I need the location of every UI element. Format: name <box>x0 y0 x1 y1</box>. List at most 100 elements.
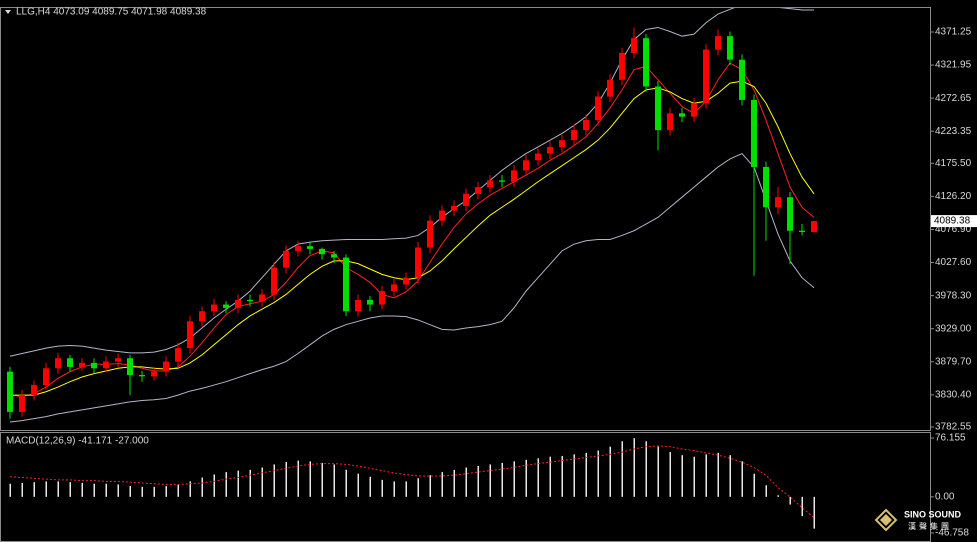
y-tick-label: 4126.20 <box>935 191 972 202</box>
chart-title: LLG,H4 4073.09 4089.75 4071.98 4089.38 <box>16 7 207 18</box>
macd-bar <box>777 495 779 497</box>
candle-body <box>283 250 289 268</box>
candle-body <box>619 52 625 80</box>
logo-icon-inner <box>880 514 892 526</box>
candle-body <box>343 257 349 312</box>
macd-bar <box>93 483 95 497</box>
candle-body <box>331 254 337 258</box>
y-tick-label: 4223.35 <box>935 126 972 137</box>
macd-bar <box>789 496 791 505</box>
macd-bar <box>765 485 767 497</box>
candle-body <box>91 362 97 369</box>
macd-title: MACD(12,26,9) -41.171 -27.000 <box>6 436 149 447</box>
candle-body <box>151 371 157 377</box>
main-plot <box>7 8 817 423</box>
macd-bar <box>297 460 299 497</box>
macd-bar <box>273 464 275 497</box>
macd-bar <box>549 456 551 497</box>
macd-bar <box>201 477 203 497</box>
candle-body <box>259 294 265 302</box>
macd-bar <box>813 496 815 529</box>
macd-bar <box>741 461 743 497</box>
y-tick-label: 3830.40 <box>935 389 972 400</box>
candle-body <box>403 277 409 285</box>
candle-body <box>535 153 541 161</box>
macd-bar <box>621 441 623 497</box>
macd-bar <box>45 481 47 497</box>
candle-body <box>715 36 721 50</box>
macd-bar <box>369 476 371 497</box>
watermark-subtitle: 漢聲集團 <box>908 521 952 531</box>
candle-body <box>175 348 181 362</box>
macd-bar <box>237 470 239 497</box>
macd-bar <box>393 481 395 497</box>
macd-bar <box>177 484 179 497</box>
macd-bar <box>525 459 527 497</box>
macd-bar <box>633 438 635 497</box>
indicator-line <box>9 152 815 423</box>
y-tick-label: 4027.60 <box>935 257 972 268</box>
candle-body <box>367 299 373 305</box>
candle-body <box>511 170 517 182</box>
candle-body <box>727 36 733 60</box>
macd-bar <box>501 462 503 497</box>
candle-body <box>391 284 397 292</box>
macd-bar <box>81 482 83 497</box>
macd-bar <box>153 486 155 497</box>
menu-arrow[interactable] <box>5 10 11 14</box>
macd-bar <box>405 481 407 497</box>
macd-bar <box>333 464 335 497</box>
y-tick-label: 3782.55 <box>935 422 972 433</box>
macd-bar <box>429 475 431 497</box>
candle-body <box>499 180 505 182</box>
macd-bar <box>189 481 191 497</box>
candle-body <box>463 193 469 206</box>
candle-body <box>31 385 37 396</box>
y-tick-label: 3929.00 <box>935 323 972 334</box>
candle-body <box>43 368 49 386</box>
macd-bar <box>717 452 719 497</box>
candle-body <box>427 220 433 248</box>
candle-body <box>439 210 445 221</box>
indicator-line <box>9 8 814 357</box>
macd-bar <box>33 482 35 497</box>
candle-body <box>271 267 277 295</box>
y-tick-label: -46.758 <box>935 528 969 539</box>
candle-body <box>379 291 385 305</box>
candle-body <box>679 113 685 117</box>
macd-bar <box>561 455 563 497</box>
candle-body <box>247 299 253 302</box>
macd-bar <box>585 452 587 497</box>
macd-bar <box>9 483 11 497</box>
candle-body <box>799 230 805 233</box>
macd-bar <box>513 461 515 497</box>
candle-body <box>7 371 13 412</box>
candle-body <box>691 103 697 117</box>
macd-bar <box>537 458 539 497</box>
macd-bar <box>357 473 359 497</box>
candle-body <box>571 130 577 141</box>
candle-body <box>451 205 457 211</box>
last-price-label: 4089.38 <box>934 216 971 227</box>
candle-body <box>643 38 649 87</box>
macd-bar <box>321 462 323 497</box>
signal-line <box>9 445 815 519</box>
watermark: SINO SOUND 漢聲集團 <box>874 508 962 532</box>
macd-bar <box>753 473 755 497</box>
macd-bar <box>441 472 443 497</box>
candle-body <box>547 146 553 154</box>
y-tick-label: 3978.30 <box>935 290 972 301</box>
macd-bar <box>573 454 575 497</box>
last-price-box <box>931 215 977 228</box>
macd-bar <box>609 446 611 497</box>
macd-plot <box>9 438 815 529</box>
macd-bar <box>381 479 383 497</box>
macd-bar <box>465 467 467 497</box>
macd-bar <box>477 465 479 497</box>
macd-bar <box>249 469 251 497</box>
macd-bar <box>57 481 59 497</box>
candle-body <box>583 120 589 131</box>
macd-bar <box>489 464 491 497</box>
